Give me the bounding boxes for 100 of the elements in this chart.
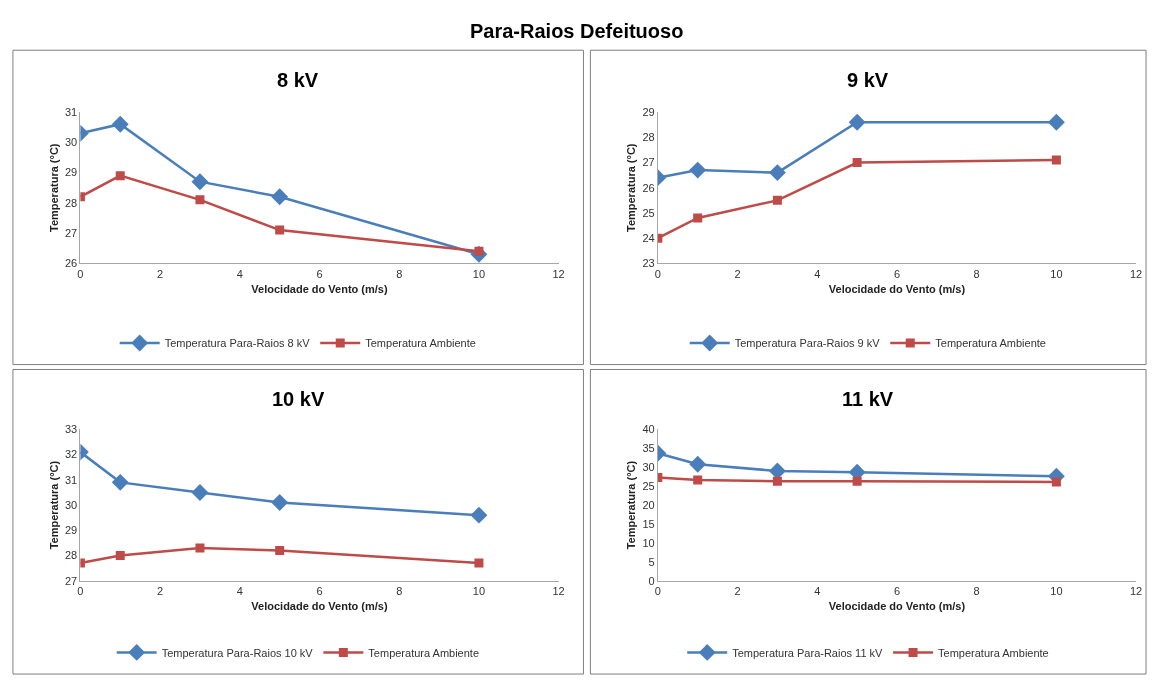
point xyxy=(195,543,205,553)
point xyxy=(1047,113,1065,131)
y-tick-label: 24 xyxy=(642,232,655,245)
y-tick-label: 29 xyxy=(642,105,655,118)
text: Para-Raios Defeituoso xyxy=(470,20,684,42)
x-tick-label: 6 xyxy=(316,267,323,280)
point xyxy=(848,113,866,131)
y-tick-label: 31 xyxy=(64,105,78,118)
x-tick-label: 8 xyxy=(396,267,403,280)
legend-label: Temperatura Ambiente xyxy=(368,646,480,659)
point xyxy=(693,213,703,223)
y-tick-label: 5 xyxy=(648,555,655,568)
y-tick-label: 26 xyxy=(64,257,78,270)
x-tick-label: 8 xyxy=(973,267,980,280)
legend-label: Temperatura Ambiente xyxy=(365,337,476,350)
x-axis-title: Velocidade do Vento (m/s) xyxy=(828,600,966,613)
point xyxy=(689,455,707,473)
y-tick-label: 32 xyxy=(64,448,78,461)
legend-label: Temperatura Para-Raios 9 kV xyxy=(734,337,881,350)
y-tick-label: 29 xyxy=(64,166,78,179)
legend-label: Temperatura Para-Raios 8 kV xyxy=(164,337,311,350)
y-tick-label: 15 xyxy=(642,517,655,530)
y-tick-label: 28 xyxy=(642,131,655,144)
y-tick-label: 35 xyxy=(642,442,655,455)
y-tick-label: 30 xyxy=(642,461,655,474)
y-tick-label: 40 xyxy=(642,423,655,436)
y-tick-label: 20 xyxy=(642,498,655,511)
point xyxy=(111,473,129,491)
x-tick-label: 4 xyxy=(236,584,243,597)
y-tick-label: 27 xyxy=(64,226,78,239)
chart-title: 9 kV xyxy=(847,69,889,91)
x-tick-label: 2 xyxy=(157,584,164,597)
point xyxy=(474,558,484,568)
x-tick-label: 8 xyxy=(396,584,403,597)
point xyxy=(115,171,125,181)
x-tick-label: 10 xyxy=(1050,584,1063,597)
y-tick-label: 27 xyxy=(64,574,78,587)
x-tick-label: 2 xyxy=(157,267,164,280)
y-axis-title: Temperatura (°C) xyxy=(47,143,60,233)
chart-title: 10 kV xyxy=(272,388,325,410)
y-tick-label: 31 xyxy=(64,473,78,486)
point xyxy=(693,475,703,485)
y-tick-label: 30 xyxy=(64,136,78,149)
point xyxy=(772,476,782,486)
x-tick-label: 4 xyxy=(236,267,243,280)
x-tick-label: 12 xyxy=(1129,584,1143,597)
point xyxy=(852,476,862,486)
point xyxy=(275,225,285,235)
x-tick-label: 6 xyxy=(316,584,323,597)
point xyxy=(768,164,786,182)
point xyxy=(1051,155,1061,165)
legend-label: Temperatura Para-Raios 11 kV xyxy=(732,646,884,659)
chart-title: 8 kV xyxy=(277,69,319,91)
y-tick-label: 25 xyxy=(642,480,655,492)
point xyxy=(271,494,289,511)
point xyxy=(1051,477,1061,487)
legend-label: Temperatura Ambiente xyxy=(938,646,1049,659)
point xyxy=(689,161,707,179)
x-tick-label: 12 xyxy=(552,267,565,280)
y-tick-label: 29 xyxy=(64,524,78,537)
y-axis-title: Temperatura (°C) xyxy=(625,460,638,550)
point xyxy=(275,545,285,555)
x-tick-label: 8 xyxy=(973,584,980,597)
x-axis-title: Velocidade do Vento (m/s) xyxy=(251,282,388,295)
legend-label: Temperatura Ambiente xyxy=(935,337,1046,350)
y-tick-label: 25 xyxy=(642,206,655,219)
point xyxy=(271,188,289,206)
y-tick-label: 0 xyxy=(648,574,655,587)
point xyxy=(852,158,862,168)
y-tick-label: 26 xyxy=(642,181,655,194)
y-tick-label: 27 xyxy=(642,156,655,169)
point xyxy=(115,551,125,560)
point xyxy=(772,195,782,205)
point xyxy=(191,173,209,191)
y-tick-label: 30 xyxy=(64,498,78,511)
x-tick-label: 12 xyxy=(1129,267,1143,280)
chart-title: 11 kV xyxy=(842,388,894,410)
x-tick-label: 4 xyxy=(814,584,821,597)
x-tick-label: 4 xyxy=(814,267,821,280)
x-tick-label: 10 xyxy=(472,584,486,597)
y-axis-title: Temperatura (°C) xyxy=(47,460,60,550)
y-tick-label: 10 xyxy=(642,536,655,549)
y-tick-label: 28 xyxy=(64,196,78,209)
x-tick-label: 2 xyxy=(734,584,741,597)
x-tick-label: 6 xyxy=(893,267,901,280)
x-tick-label: 12 xyxy=(552,584,565,597)
point xyxy=(195,195,205,205)
y-tick-label: 23 xyxy=(642,257,655,270)
x-tick-label: 2 xyxy=(734,267,741,280)
y-tick-label: 33 xyxy=(64,423,78,436)
point xyxy=(470,506,488,524)
y-tick-label: 28 xyxy=(64,549,78,562)
legend-label: Temperatura Para-Raios 10 kV xyxy=(161,646,314,659)
x-axis-title: Velocidade do Vento (m/s) xyxy=(251,600,388,613)
point xyxy=(111,115,129,133)
y-axis-title: Temperatura (°C) xyxy=(625,143,638,233)
point xyxy=(191,484,209,501)
x-axis-title: Velocidade do Vento (m/s) xyxy=(828,282,966,295)
x-tick-label: 10 xyxy=(472,267,486,280)
x-tick-label: 10 xyxy=(1050,267,1063,280)
